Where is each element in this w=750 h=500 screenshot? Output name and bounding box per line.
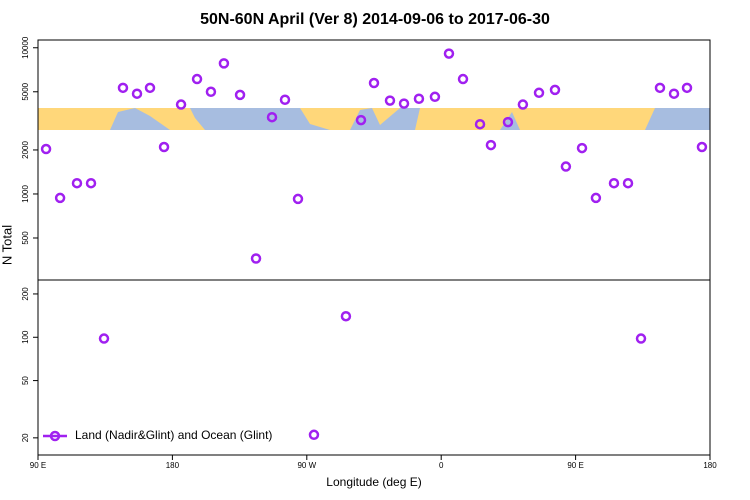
map-ocean (110, 108, 170, 130)
point (576, 142, 588, 154)
point (131, 88, 143, 99)
point (622, 177, 634, 189)
y-axis-label: N Total (0, 225, 14, 265)
y-tick-label: 500 (21, 231, 30, 245)
point (517, 99, 529, 110)
point (234, 89, 246, 101)
point (98, 333, 110, 344)
point (681, 82, 693, 94)
x-tick-label: 180 (703, 461, 717, 470)
point (635, 333, 647, 344)
y-tick-label: 20 (21, 433, 30, 442)
legend-marker (49, 430, 61, 442)
x-tick-label: 90 W (297, 461, 316, 470)
point (158, 141, 170, 153)
point (144, 82, 156, 94)
point (384, 95, 396, 106)
point (250, 253, 262, 264)
point (117, 82, 129, 94)
map-band (38, 108, 710, 130)
point (205, 86, 217, 98)
y-tick-label: 2000 (21, 141, 30, 159)
point (608, 177, 620, 189)
point (308, 429, 320, 441)
y-tick-label: 1000 (21, 185, 30, 203)
x-tick-label: 90 E (30, 461, 46, 470)
point (279, 94, 291, 105)
point (443, 48, 455, 59)
point (668, 88, 680, 99)
point (398, 98, 410, 109)
y-tick-label: 50 (21, 376, 30, 385)
x-tick-label: 0 (439, 461, 444, 470)
plot-frame (37, 39, 711, 456)
y-tick-label: 200 (21, 287, 30, 301)
chart-title: 50N-60N April (Ver 8) 2014-09-06 to 2017… (200, 11, 550, 28)
point (191, 73, 203, 85)
map-ocean (350, 108, 420, 130)
point (696, 141, 708, 153)
x-tick-label: 180 (166, 461, 180, 470)
map-ocean (190, 108, 330, 130)
y-tick-label: 10000 (21, 36, 30, 59)
y-tick-label: 100 (21, 330, 30, 344)
point (549, 84, 561, 96)
y-tick-label: 5000 (21, 82, 30, 100)
point (654, 82, 666, 94)
point (85, 177, 97, 189)
point (340, 310, 352, 322)
point (175, 99, 187, 110)
point (292, 193, 304, 205)
point (368, 77, 380, 89)
point (40, 143, 52, 155)
point (457, 73, 469, 85)
point (560, 161, 572, 172)
point (355, 114, 367, 126)
point (413, 93, 425, 104)
point (71, 177, 83, 189)
point (218, 58, 230, 69)
point (266, 111, 278, 123)
point (533, 87, 545, 99)
point (502, 116, 514, 128)
map-ocean (645, 108, 710, 130)
point (590, 192, 602, 204)
legend-label: Land (Nadir&Glint) and Ocean (Glint) (75, 428, 272, 442)
point (485, 139, 497, 151)
x-axis-label: Longitude (deg E) (326, 475, 421, 489)
point (474, 118, 486, 130)
point (429, 91, 441, 103)
x-tick-label: 90 E (567, 461, 583, 470)
point (54, 192, 66, 204)
